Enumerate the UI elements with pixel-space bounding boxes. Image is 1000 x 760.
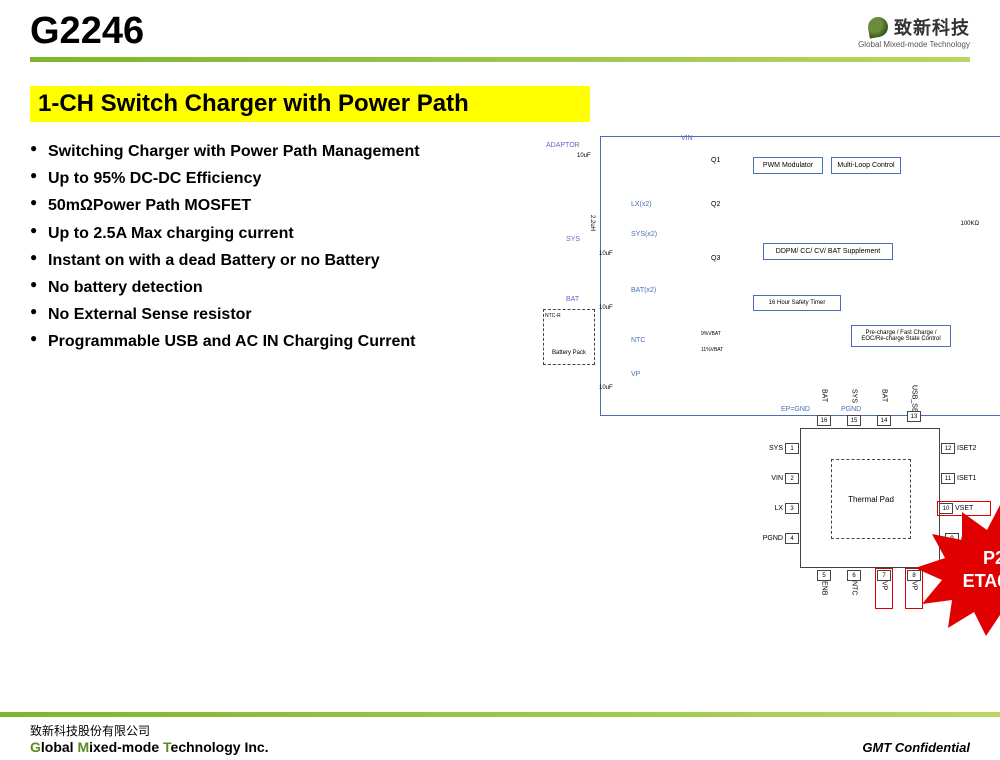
logo-mark-icon — [866, 15, 889, 38]
footer-confidential: GMT Confidential — [862, 740, 970, 755]
ext-label: BAT — [566, 296, 579, 303]
feature-item: Up to 95% DC-DC Efficiency — [48, 167, 590, 190]
block: PWM Modulator — [753, 157, 823, 174]
pin-num: 2 — [785, 473, 799, 484]
header-divider — [30, 57, 970, 62]
pin-num: 1 — [785, 443, 799, 454]
pin-name: PGND — [757, 535, 785, 542]
thermal-pad: Thermal Pad — [831, 459, 911, 539]
pin-name: BAT — [819, 389, 830, 415]
logo-chinese: 致新科技 — [894, 14, 970, 40]
pin-num: 7 — [877, 570, 891, 581]
pin-num: 14 — [877, 415, 891, 426]
right-column: ADAPTOR SYS BAT VIN Q1 PWM Modulator Mul… — [600, 86, 1000, 660]
block: 16 Hour Safety Timer — [753, 295, 841, 311]
mosfet-label: Q2 — [711, 201, 720, 208]
pin-label: SYS(x2) — [631, 231, 657, 238]
pin-name: SYS — [849, 389, 860, 415]
feature-item: Instant on with a dead Battery or no Bat… — [48, 249, 590, 272]
pin-name: SYS — [757, 445, 785, 452]
res-label: 100KΩ — [961, 221, 980, 227]
feature-list: Switching Charger with Power Path Manage… — [30, 140, 590, 354]
starburst-badge: P2P ETA6003 — [910, 500, 1000, 640]
pin-name: ISET2 — [955, 445, 991, 452]
block: Multi-Loop Control — [831, 157, 901, 174]
ntc-r-label: NTC-R — [545, 313, 561, 319]
pin-name: ISET1 — [955, 475, 991, 482]
pin-num: 6 — [847, 570, 861, 581]
pin-name: VIN — [757, 475, 785, 482]
pin-num: 5 — [817, 570, 831, 581]
mosfet-label: Q1 — [711, 157, 720, 164]
feature-item: Up to 2.5A Max charging current — [48, 222, 590, 245]
ind-label: 2.2uH — [589, 215, 595, 231]
pin-num: 16 — [817, 415, 831, 426]
block: DDPM/ CC/ CV/ BAT Supplement — [763, 243, 893, 260]
pin-num: 4 — [785, 533, 799, 544]
block: Pre-charge / Fast Charge / EOC/Re-charge… — [851, 325, 951, 347]
pin-label: NTC — [631, 337, 645, 344]
footer-english: Global Mixed-mode Technology Inc. — [30, 739, 269, 755]
cap-label: 10uF — [599, 385, 613, 391]
mosfet-label: Q3 — [711, 255, 720, 262]
pin-label: EP=GND — [781, 406, 810, 413]
header: G2246 致新科技 Global Mixed-mode Technology — [0, 0, 1000, 72]
footer-divider — [0, 712, 1000, 717]
ext-label: SYS — [566, 236, 580, 243]
starburst-line1: P2P — [963, 547, 1000, 570]
pin-name: BAT — [879, 389, 890, 415]
company-logo: 致新科技 Global Mixed-mode Technology — [858, 14, 970, 49]
cap-label: 10uF — [599, 251, 613, 257]
part-number: G2246 — [30, 10, 970, 53]
logo-english: Global Mixed-mode Technology — [858, 40, 970, 49]
vref-label: 11%VBAT — [701, 347, 723, 353]
footer-chinese: 致新科技股份有限公司 — [30, 722, 269, 739]
pin-num: 12 — [941, 443, 955, 454]
cap-label: 10uF — [577, 153, 591, 159]
pin-label: BAT(x2) — [631, 287, 656, 294]
pin-name: USB_SET — [909, 385, 920, 411]
left-column: 1-CH Switch Charger with Power Path Swit… — [30, 86, 590, 660]
pin-name: VP — [879, 581, 890, 607]
vref-label: 9%VBAT — [701, 331, 721, 337]
pin-name: ENB — [819, 581, 830, 607]
block-diagram: VIN Q1 PWM Modulator Multi-Loop Control … — [600, 136, 1000, 416]
footer-company: 致新科技股份有限公司 Global Mixed-mode Technology … — [30, 722, 269, 755]
pin-label: VIN — [681, 135, 693, 142]
pin-num: 13 — [907, 411, 921, 422]
feature-item: Switching Charger with Power Path Manage… — [48, 140, 590, 163]
pin-name: NTC — [849, 581, 860, 607]
pin-label: LX(x2) — [631, 201, 652, 208]
footer: 致新科技股份有限公司 Global Mixed-mode Technology … — [0, 712, 1000, 760]
feature-item: Programmable USB and AC IN Charging Curr… — [48, 330, 590, 353]
feature-item: No External Sense resistor — [48, 303, 590, 326]
pin-name: LX — [757, 505, 785, 512]
pin-num: 3 — [785, 503, 799, 514]
feature-item: 50mΩPower Path MOSFET — [48, 194, 590, 217]
pin-num: 15 — [847, 415, 861, 426]
pin-num: 11 — [941, 473, 955, 484]
cap-label: 10uF — [599, 305, 613, 311]
content-area: 1-CH Switch Charger with Power Path Swit… — [0, 72, 1000, 660]
starburst-line2: ETA6003 — [963, 570, 1000, 593]
ext-label: ADAPTOR — [546, 142, 580, 149]
pin-label: VP — [631, 371, 640, 378]
feature-item: No battery detection — [48, 276, 590, 299]
page-title: 1-CH Switch Charger with Power Path — [30, 86, 590, 122]
